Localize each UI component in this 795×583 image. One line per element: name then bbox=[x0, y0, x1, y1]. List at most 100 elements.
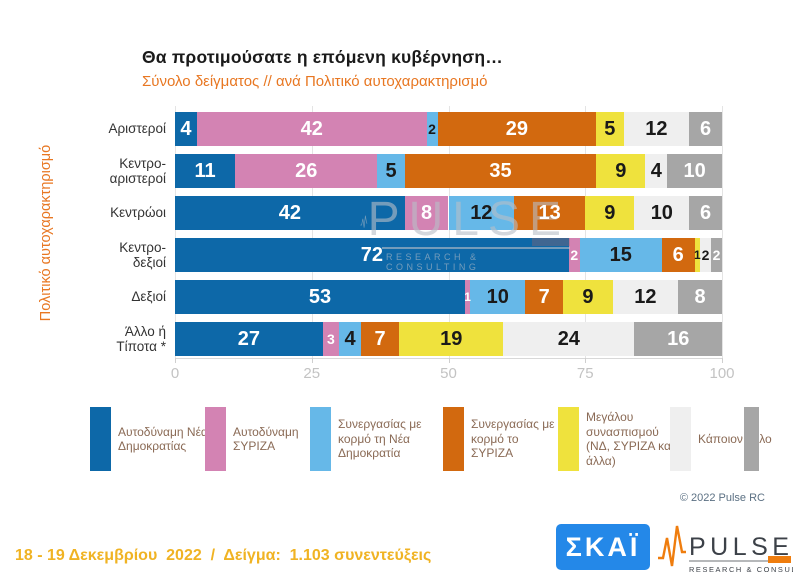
bar-segment: 42 bbox=[175, 196, 405, 230]
bar-segment: 10 bbox=[634, 196, 690, 230]
bar-segment: 24 bbox=[503, 322, 635, 356]
bar-segment: 9 bbox=[596, 154, 646, 188]
bar-value: 15 bbox=[609, 243, 632, 266]
legend-label: Μεγάλου συνασπισμού (ΝΔ, ΣΥΡΙΖΑ και άλλα… bbox=[586, 410, 674, 468]
bar-value: 1 bbox=[694, 248, 701, 262]
bar-value: 8 bbox=[421, 201, 433, 224]
legend-item: Συνεργασίας με κορμό το ΣΥΡΙΖΑ bbox=[443, 403, 563, 475]
bar-value: 9 bbox=[615, 159, 627, 182]
legend-item: Μεγάλου συνασπισμού (ΝΔ, ΣΥΡΙΖΑ και άλλα… bbox=[558, 403, 682, 475]
bar-track: 27 3 4 7 19 24 16 bbox=[175, 322, 722, 356]
bar-segment: 1 bbox=[694, 238, 701, 272]
bar-value: 9 bbox=[582, 285, 594, 308]
bar-segment: 2 bbox=[700, 238, 712, 272]
bar-segment: 8 bbox=[404, 196, 449, 230]
bar-value: 7 bbox=[374, 327, 386, 350]
axis-tick bbox=[448, 358, 450, 363]
bar-segment: 2 bbox=[711, 238, 722, 272]
bar-value: 2 bbox=[570, 247, 579, 263]
bar-value: 13 bbox=[538, 201, 561, 224]
bar-segment: 13 bbox=[514, 196, 586, 230]
legend-label: Συνεργασίας με κορμό το ΣΥΡΙΖΑ bbox=[471, 417, 555, 461]
bar-value: 7 bbox=[538, 285, 550, 308]
bar-segment: 12 bbox=[612, 280, 679, 314]
legend-swatch bbox=[90, 407, 111, 471]
bar-segment: 3 bbox=[322, 322, 340, 356]
bar-value: 2 bbox=[428, 121, 436, 137]
bar-value: 26 bbox=[295, 159, 318, 182]
chart-subtitle: Σύνολο δείγματος // ανά Πολιτικό αυτοχαρ… bbox=[142, 73, 488, 90]
legend-label: Συνεργασίας με κορμό τη Νέα Δημοκρατία bbox=[338, 417, 422, 461]
bar-segment: 8 bbox=[678, 280, 722, 314]
bar-value: 16 bbox=[667, 327, 690, 350]
bar-row: Δεξιοί 53 1 10 7 9 12 8 bbox=[0, 280, 795, 314]
bar-segment: 4 bbox=[339, 322, 361, 356]
bar-segment: 2 bbox=[426, 112, 438, 146]
legend-swatch bbox=[443, 407, 464, 471]
bar-segment: 42 bbox=[196, 112, 427, 146]
bar-value: 2 bbox=[701, 247, 710, 263]
bar-value: 29 bbox=[505, 117, 528, 140]
bar-row: Αριστεροί 4 42 2 29 5 12 6 bbox=[0, 112, 795, 146]
category-label: Άλλο ή Τίποτα * bbox=[116, 323, 166, 355]
skai-logo: ΣΚΑΪ bbox=[556, 524, 650, 570]
bar-value: 10 bbox=[486, 285, 509, 308]
legend-item bbox=[744, 403, 766, 475]
pulse-logo-tagline: RESEARCH & CONSULTING bbox=[689, 565, 793, 574]
legend-item: Συνεργασίας με κορμό τη Νέα Δημοκρατία bbox=[310, 403, 444, 475]
axis-tick bbox=[722, 358, 723, 363]
bar-value: 42 bbox=[300, 117, 323, 140]
skai-logo-text: ΣΚΑΪ bbox=[565, 531, 641, 562]
axis-tick-label: 0 bbox=[170, 365, 180, 382]
axis-tick bbox=[311, 358, 313, 363]
bar-segment: 6 bbox=[689, 112, 722, 146]
bar-segment: 12 bbox=[448, 196, 515, 230]
bar-value: 35 bbox=[489, 159, 512, 182]
gridlines bbox=[175, 106, 723, 358]
bar-track: 72 2 15 6 1 2 2 bbox=[175, 238, 722, 272]
bar-value: 4 bbox=[650, 159, 662, 182]
gridline bbox=[311, 106, 313, 358]
bar-segment: 2 bbox=[568, 238, 580, 272]
legend-swatch bbox=[558, 407, 579, 471]
bar-segment: 10 bbox=[470, 280, 526, 314]
bar-rows: Αριστεροί 4 42 2 29 5 12 6 Κεντρο- αριστεροί 11 26… bbox=[0, 112, 795, 358]
bar-segment: 35 bbox=[404, 154, 597, 188]
bar-value: 3 bbox=[326, 331, 335, 347]
bar-value: 12 bbox=[645, 117, 668, 140]
legend-item: Αυτοδύναμη Νέας Δημοκρατίας bbox=[90, 403, 218, 475]
bar-segment: 5 bbox=[596, 112, 624, 146]
bar-value: 24 bbox=[557, 327, 580, 350]
bar-value: 4 bbox=[180, 117, 192, 140]
axis-tick-label: 75 bbox=[576, 365, 594, 382]
bar-segment: 6 bbox=[689, 196, 722, 230]
bar-row: Κεντρο- δεξιοί 72 2 15 6 1 2 2 bbox=[0, 238, 795, 272]
axis-tick bbox=[585, 358, 587, 363]
bar-value: 9 bbox=[604, 201, 616, 224]
axis-tick-label: 100 bbox=[709, 365, 735, 382]
bar-segment: 15 bbox=[579, 238, 662, 272]
bar-segment: 10 bbox=[667, 154, 722, 188]
chart-title: Θα προτιμούσατε η επόμενη κυβέρνηση… bbox=[142, 47, 503, 67]
bar-segment: 19 bbox=[399, 322, 504, 356]
bar-track: 42 8 12 13 9 10 6 bbox=[175, 196, 722, 230]
bar-segment: 72 bbox=[175, 238, 569, 272]
bar-track: 11 26 5 35 9 4 10 bbox=[175, 154, 722, 188]
legend-swatch bbox=[310, 407, 331, 471]
axis-tick-label: 50 bbox=[440, 365, 457, 382]
legend-label: Αυτοδύναμη Νέας Δημοκρατίας bbox=[118, 424, 214, 454]
category-label: Δεξιοί bbox=[131, 289, 166, 305]
legend-swatch bbox=[670, 407, 691, 471]
bar-value: 10 bbox=[683, 159, 706, 182]
category-label: Κεντρο- αριστεροί bbox=[109, 155, 166, 187]
bar-segment: 9 bbox=[563, 280, 613, 314]
bar-value: 10 bbox=[650, 201, 673, 224]
legend: Αυτοδύναμη Νέας Δημοκρατίας Αυτοδύναμη ΣΥ… bbox=[0, 403, 795, 477]
gridline bbox=[722, 106, 723, 358]
bar-segment: 7 bbox=[525, 280, 564, 314]
legend-item: Αυτοδύναμη ΣΥΡΙΖΑ bbox=[205, 403, 325, 475]
bar-value: 6 bbox=[700, 201, 712, 224]
bar-value: 2 bbox=[712, 247, 721, 263]
bar-value: 4 bbox=[344, 327, 356, 350]
